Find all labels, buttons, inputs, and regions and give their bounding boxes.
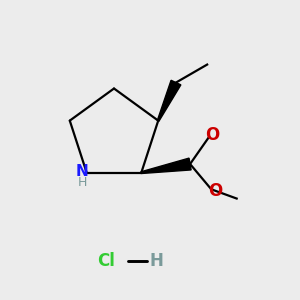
Polygon shape <box>141 158 191 173</box>
Text: H: H <box>77 176 87 189</box>
Text: N: N <box>76 164 88 178</box>
Text: O: O <box>208 182 222 200</box>
Polygon shape <box>158 80 181 121</box>
Text: H: H <box>149 252 163 270</box>
Text: Cl: Cl <box>98 252 116 270</box>
Text: O: O <box>206 126 220 144</box>
